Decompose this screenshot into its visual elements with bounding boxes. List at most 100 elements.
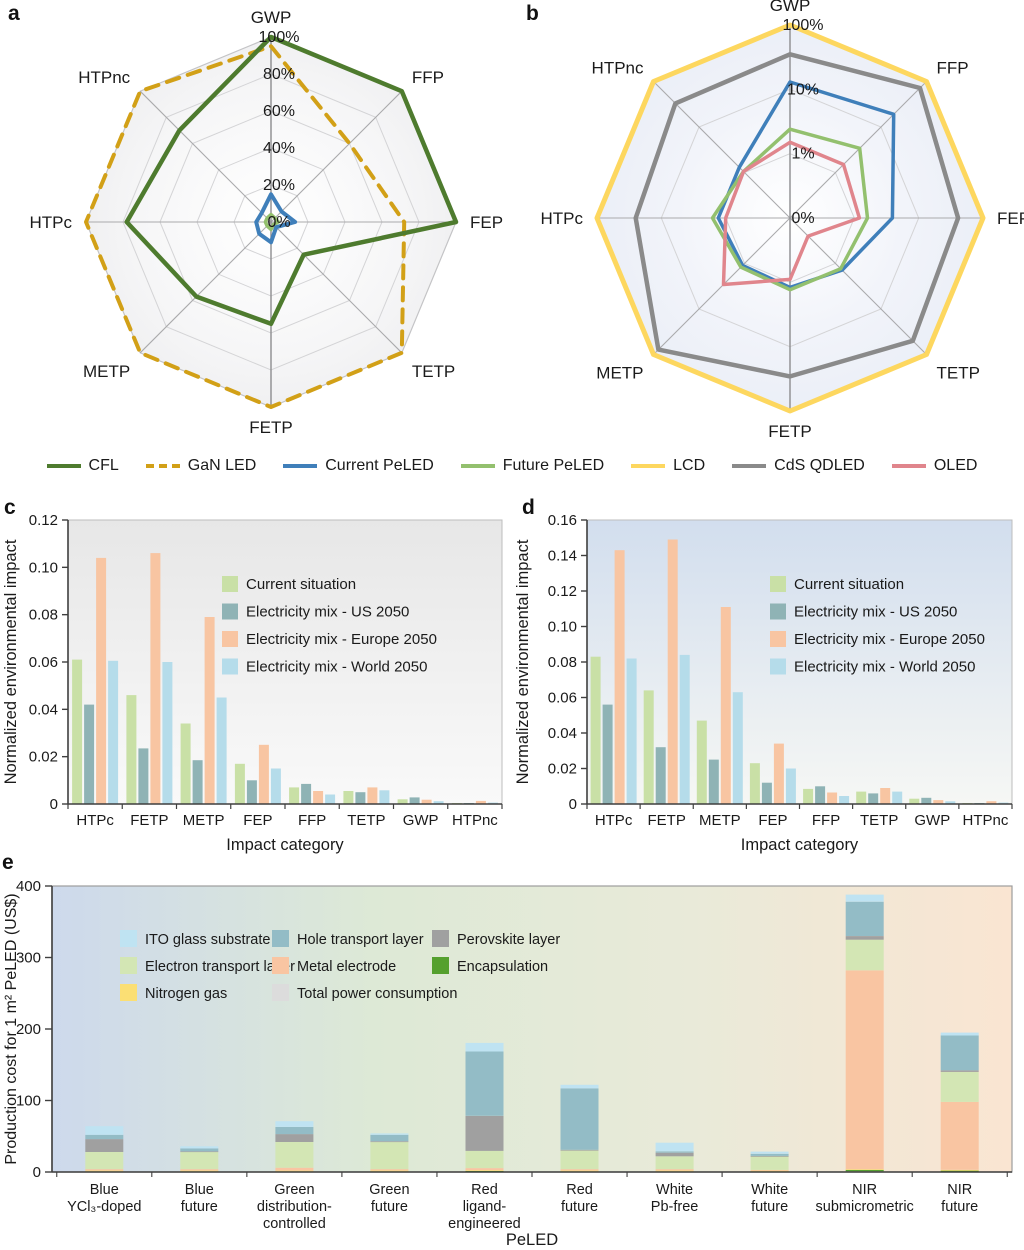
legend-label: LCD [673,457,706,474]
y-tick-label: 0.04 [548,725,577,742]
inner-legend-swatch [120,984,137,1001]
stack-ito-glass-substrate [465,1042,504,1052]
bar-ffp-series-1 [815,786,826,805]
y-tick-label: 0.04 [29,701,58,718]
stack-perovskite-layer [750,1155,789,1157]
radar-spoke [270,221,403,354]
stack-electron-transport-layer [465,1150,504,1169]
legend-item-oled: OLED [891,457,978,475]
legend-label: Current PeLED [325,457,434,474]
x-category-label: HTPc [595,812,633,829]
legend-item-cfl: CFL [46,457,119,475]
bar-metp-series-1 [708,759,719,804]
legend-label: OLED [933,457,978,474]
legend-label: CdS QDLED [774,457,865,474]
inner-legend-swatch [770,576,786,592]
radar-series-cds-qdled [633,52,961,379]
x-category-label: Green distribution-controlled [257,1182,332,1232]
radar-series-cfl [124,34,459,327]
bar-tetp-series-3 [892,791,903,804]
radar-series-future-peled [263,212,281,232]
bar-fetp-series-1 [138,748,149,804]
legend-line-swatch [460,464,495,468]
legend-line-swatch [145,464,180,468]
x-category-label: GWP [914,812,950,829]
bar-htpc-series-0 [590,656,601,804]
y-tick-label: 400 [16,878,41,895]
stack-perovskite-layer [465,1115,504,1151]
y-tick-label: 200 [16,1021,41,1038]
stack-hole-transport-layer [940,1035,979,1071]
radar-tick-label: 0% [791,210,814,227]
bar-ffp-series-0 [803,788,814,804]
stack-hole-transport-layer [845,901,884,936]
radar-tick-label: 0% [267,214,290,231]
stack-hole-transport-layer [560,1088,599,1150]
stack-metal-electrode [845,970,884,1170]
stack-nitrogen-gas [655,1170,694,1172]
radar-series-oled [721,140,862,287]
inner-legend-label: Metal electrode [297,959,396,975]
bar-metp-series-0 [696,720,707,804]
y-axis-title: Normalized environmental impact [2,539,20,784]
bar-metp-series-2 [204,617,215,804]
panel-d-bar-chart: 0 0.02 0.04 0.06 0.08 0.10 0.12 0.14 0.16 HTPc FET… [514,512,1013,854]
stack-ito-glass-substrate [750,1151,789,1154]
panel-b-radar-chart: GWP FFP FEP TETP FETP METP HTPc HTPnc 0% 1% 10% 100… [541,0,1024,440]
stack-electron-transport-layer [560,1150,599,1170]
y-tick-label: 0.14 [548,548,577,565]
inner-legend-label: Electricity mix - World 2050 [246,659,427,676]
radar-series-current-peled [716,80,896,290]
y-tick-label: 0.02 [29,749,58,766]
x-category-label: NIR future [941,1182,978,1215]
stack-nitrogen-gas [275,1170,314,1172]
inner-legend-swatch [272,984,289,1001]
legend-label: GaN LED [187,457,257,474]
y-tick-label: 0 [33,1164,41,1181]
bar-tetp-series-0 [343,791,354,804]
radar-tick-label: 1% [791,146,814,163]
radar-spoke [139,221,272,354]
radar-spoke [270,90,403,223]
stack-metal-electrode [655,1169,694,1171]
bar-tetp-series-2 [880,788,891,804]
inner-legend-swatch [432,957,449,974]
radar-axis-label-ffp: FFP [412,68,444,87]
x-category-label: White Pb-free [651,1182,699,1215]
inner-legend-label: Electricity mix - US 2050 [246,604,409,621]
panel-label-d: d [522,496,535,519]
inner-legend-label: Encapsulation [457,959,548,975]
stack-ito-glass-substrate [845,894,884,902]
y-tick-label: 100 [16,1093,41,1110]
radar-axis-label-htpc: HTPc [541,209,584,228]
y-tick-label: 0.10 [29,559,58,576]
stack-metal-electrode [465,1168,504,1171]
x-category-label: METP [183,812,225,829]
bar-htpc-series-2 [614,550,625,804]
bar-tetp-series-2 [367,787,378,804]
bar-ffp-series-2 [313,791,324,804]
inner-legend-swatch [272,957,289,974]
legend-line-swatch [732,464,767,468]
y-axis-title: Normalized environmental impact [514,539,532,784]
bar-tetp-series-0 [856,791,867,804]
x-category-label: TETP [347,812,385,829]
radar-axis-label-htpc: HTPc [30,213,73,232]
x-category-label: FFP [298,812,326,829]
inner-legend-swatch [272,930,289,947]
y-tick-label: 0.06 [548,690,577,707]
bar-fep-series-1 [246,780,257,804]
legend-label: CFL [88,457,119,474]
bar-ffp-series-3 [325,794,336,804]
stack-nitrogen-gas [85,1170,124,1172]
stack-metal-electrode [750,1169,789,1171]
panel-label-b: b [526,2,539,25]
inner-legend-label: Electricity mix - World 2050 [794,659,975,676]
stack-nitrogen-gas [180,1170,219,1172]
y-tick-label: 0.12 [548,583,577,600]
radar-spoke [789,217,927,355]
stack-hole-transport-layer [180,1148,219,1152]
stack-perovskite-layer [370,1141,409,1143]
bar-fetp-series-3 [162,662,173,804]
radar-spoke [139,90,272,223]
